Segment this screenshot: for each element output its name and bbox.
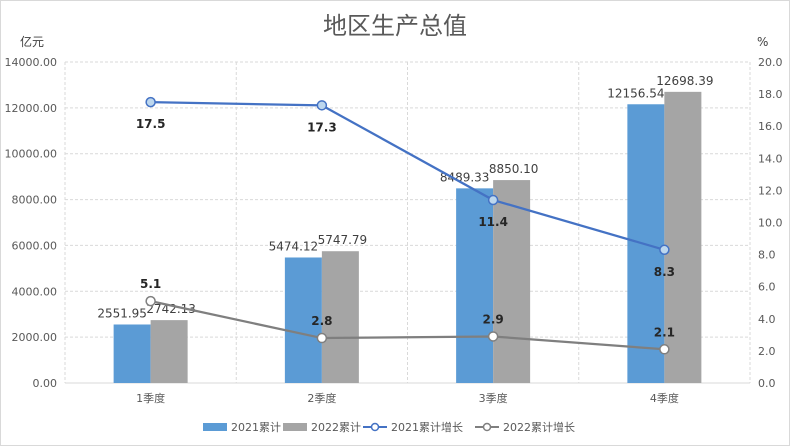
line-2022累计增长 — [150, 300, 665, 351]
legend-label: 2022累计增长 — [503, 420, 575, 434]
legend-marker — [482, 422, 492, 432]
bar-data-label: 5474.12 — [269, 239, 319, 253]
line-point — [659, 344, 670, 355]
right-tick-label: 16.0 — [758, 120, 783, 133]
line-data-label: 2.8 — [311, 314, 332, 328]
left-tick-label: 2000.00 — [12, 331, 58, 344]
line-data-label: 2.9 — [482, 312, 503, 326]
right-tick-label: 14.0 — [758, 152, 783, 165]
line-data-label: 5.1 — [140, 277, 161, 291]
legend-label: 2021累计 — [231, 421, 281, 434]
line-point — [487, 194, 499, 206]
line-data-label: 17.5 — [136, 117, 166, 131]
legend: 2021累计 2022累计 2021累计增长 2022累计增长 — [203, 420, 575, 434]
bar-2021累计 — [113, 324, 151, 383]
right-tick-label: 10.0 — [758, 217, 783, 230]
chart-title: 地区生产总值 — [323, 12, 467, 40]
left-tick-label: 14000.00 — [5, 56, 58, 69]
bar-2021累计 — [284, 257, 322, 383]
right-tick-label: 20.0 — [758, 56, 783, 69]
bar-data-label: 5747.79 — [318, 233, 368, 247]
right-tick-label: 4.0 — [758, 313, 776, 326]
bar-2022累计 — [664, 91, 702, 383]
bar-data-label: 12156.54 — [607, 86, 664, 100]
left-tick-label: 12000.00 — [5, 102, 58, 115]
left-axis-unit: 亿元 — [20, 34, 44, 49]
left-tick-label: 10000.00 — [5, 148, 58, 161]
bar-2022累计 — [321, 251, 359, 383]
legend-swatch — [283, 423, 307, 431]
line-data-label: 17.3 — [307, 120, 337, 134]
bar-data-label: 12698.39 — [656, 74, 713, 88]
right-tick-label: 0.0 — [758, 377, 776, 390]
bar-2021累计 — [456, 188, 494, 383]
bar-data-label: 8850.10 — [489, 162, 539, 176]
line-point — [659, 244, 670, 256]
right-tick-label: 6.0 — [758, 281, 776, 294]
line-data-label: 2.1 — [654, 325, 675, 339]
line-point — [487, 331, 499, 342]
right-tick-label: 2.0 — [758, 345, 776, 358]
legend-swatch — [203, 423, 227, 431]
left-tick-label: 8000.00 — [12, 194, 58, 207]
right-tick-label: 18.0 — [758, 88, 783, 101]
left-tick-label: 0.00 — [33, 377, 58, 390]
bar-data-label: 8489.33 — [440, 170, 490, 184]
bar-2022累计 — [493, 180, 531, 383]
line-2021累计增长 — [150, 101, 665, 251]
bar-2022累计 — [150, 320, 188, 383]
line-point — [316, 100, 328, 111]
right-tick-label: 12.0 — [758, 184, 783, 197]
bar-data-label: 2742.13 — [146, 302, 196, 316]
line-data-label: 8.3 — [654, 265, 675, 279]
line-point — [145, 295, 156, 307]
legend-marker — [370, 422, 380, 432]
x-tick-label: 1季度 — [136, 391, 165, 405]
x-tick-label: 3季度 — [479, 391, 508, 405]
legend-label: 2022累计 — [311, 421, 361, 434]
line-point — [145, 96, 156, 108]
x-tick-label: 2季度 — [307, 391, 336, 405]
right-axis-unit: % — [757, 35, 768, 49]
line-point — [316, 332, 328, 344]
right-tick-label: 8.0 — [758, 249, 776, 262]
bar-data-label: 2551.95 — [97, 306, 147, 320]
left-tick-label: 6000.00 — [12, 239, 58, 252]
legend-label: 2021累计增长 — [391, 420, 463, 434]
left-tick-label: 4000.00 — [12, 285, 58, 298]
x-tick-label: 4季度 — [650, 391, 679, 405]
line-data-label: 11.4 — [478, 215, 508, 229]
